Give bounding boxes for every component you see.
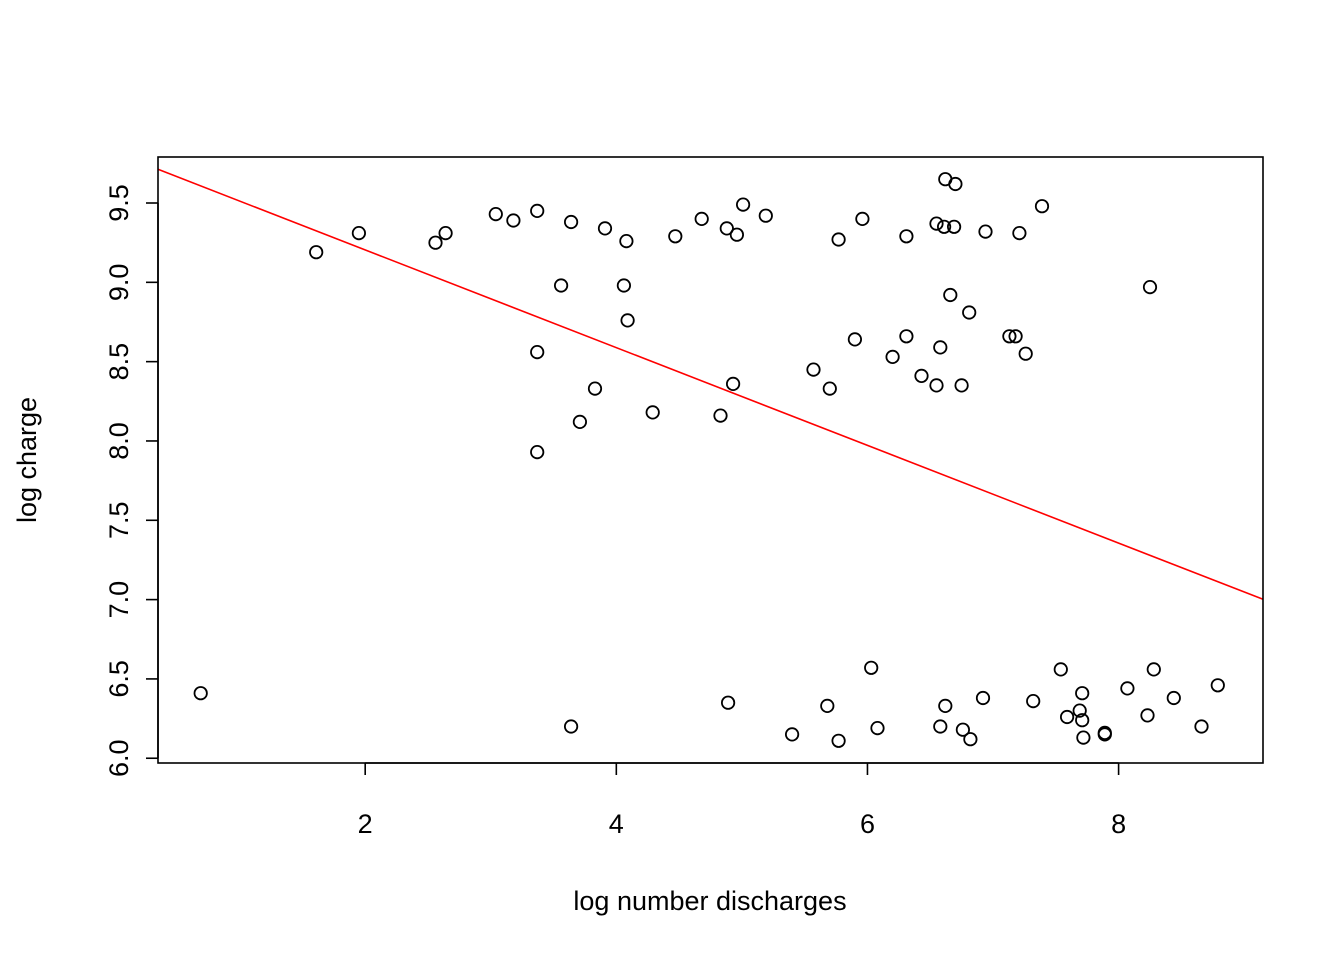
fit-line-group xyxy=(157,168,1264,601)
x-axis-label: log number discharges xyxy=(573,886,846,916)
data-point xyxy=(719,221,734,236)
data-point xyxy=(1060,709,1075,725)
data-point xyxy=(645,405,660,420)
data-point xyxy=(668,229,683,244)
data-point xyxy=(713,408,728,423)
data-point xyxy=(943,287,958,303)
data-point xyxy=(1002,329,1017,344)
x-tick-label: 4 xyxy=(609,809,624,839)
data-point xyxy=(962,305,977,320)
data-point xyxy=(488,207,503,222)
data-point xyxy=(193,686,208,701)
data-point xyxy=(899,229,914,244)
data-point xyxy=(758,208,773,223)
data-point xyxy=(784,727,800,742)
data-point xyxy=(1018,346,1033,361)
data-point xyxy=(978,224,993,239)
data-point xyxy=(1075,686,1090,701)
data-point xyxy=(963,732,978,747)
data-point xyxy=(954,378,969,393)
y-tick-label: 6.0 xyxy=(104,739,134,777)
data-points-group xyxy=(193,172,1225,748)
data-point xyxy=(1097,727,1112,742)
data-point xyxy=(1034,199,1050,214)
data-point xyxy=(870,720,885,736)
data-point xyxy=(1008,329,1023,344)
data-point xyxy=(616,278,632,293)
data-point xyxy=(855,211,870,226)
data-point xyxy=(899,329,914,344)
data-point xyxy=(597,221,613,236)
data-point xyxy=(729,227,745,242)
data-point xyxy=(1075,713,1090,728)
data-point xyxy=(720,695,736,710)
data-point xyxy=(1142,279,1158,295)
data-point xyxy=(820,698,835,714)
data-point xyxy=(948,176,963,192)
data-point xyxy=(620,313,635,328)
data-point xyxy=(1053,662,1068,677)
data-point xyxy=(309,245,324,260)
data-point xyxy=(553,278,569,293)
data-point xyxy=(428,235,443,250)
fit-line xyxy=(157,168,1264,601)
data-point xyxy=(933,719,948,734)
data-point xyxy=(694,211,709,226)
data-point xyxy=(506,213,521,228)
y-tick-label: 6.5 xyxy=(104,660,134,698)
data-point xyxy=(831,733,846,748)
data-point xyxy=(938,698,953,714)
data-point xyxy=(619,234,634,249)
data-point xyxy=(1146,662,1161,677)
data-point xyxy=(1076,730,1091,745)
data-point xyxy=(1012,226,1027,241)
data-point xyxy=(735,197,751,212)
data-point xyxy=(1166,690,1181,706)
data-point xyxy=(831,232,846,247)
plot-frame xyxy=(157,156,1264,764)
data-point xyxy=(847,332,863,347)
data-point xyxy=(530,444,545,460)
data-point xyxy=(1120,681,1135,696)
data-point xyxy=(1026,693,1041,709)
data-point xyxy=(351,226,366,241)
data-point xyxy=(438,226,453,241)
data-point xyxy=(806,362,821,377)
data-point xyxy=(822,381,837,396)
data-point xyxy=(929,378,944,393)
data-point xyxy=(530,344,545,360)
y-tick-label: 9.0 xyxy=(104,264,134,302)
y-tick-label: 7.5 xyxy=(104,502,134,540)
data-point xyxy=(885,349,900,364)
data-point xyxy=(864,660,879,675)
y-tick-label: 7.0 xyxy=(104,581,134,619)
data-point xyxy=(914,368,929,383)
data-point xyxy=(563,719,579,734)
data-point xyxy=(1210,678,1225,693)
data-point xyxy=(955,722,971,737)
data-point xyxy=(933,340,948,355)
data-point xyxy=(530,203,545,218)
x-tick-label: 2 xyxy=(358,809,373,839)
data-point xyxy=(929,216,944,231)
y-tick-label: 9.5 xyxy=(104,184,134,222)
x-tick-label: 8 xyxy=(1111,809,1126,839)
data-point xyxy=(1194,719,1209,734)
data-point xyxy=(563,214,579,230)
data-point xyxy=(936,219,952,234)
data-point xyxy=(975,690,991,706)
data-point xyxy=(725,376,741,391)
data-point xyxy=(946,219,962,234)
data-point xyxy=(572,414,588,429)
y-tick-label: 8.5 xyxy=(104,343,134,381)
y-axis-label: log charge xyxy=(12,397,42,523)
x-tick-label: 6 xyxy=(860,809,875,839)
data-point xyxy=(1140,708,1155,723)
data-point xyxy=(1072,703,1087,718)
y-tick-label: 8.0 xyxy=(104,422,134,460)
data-point xyxy=(587,381,603,396)
